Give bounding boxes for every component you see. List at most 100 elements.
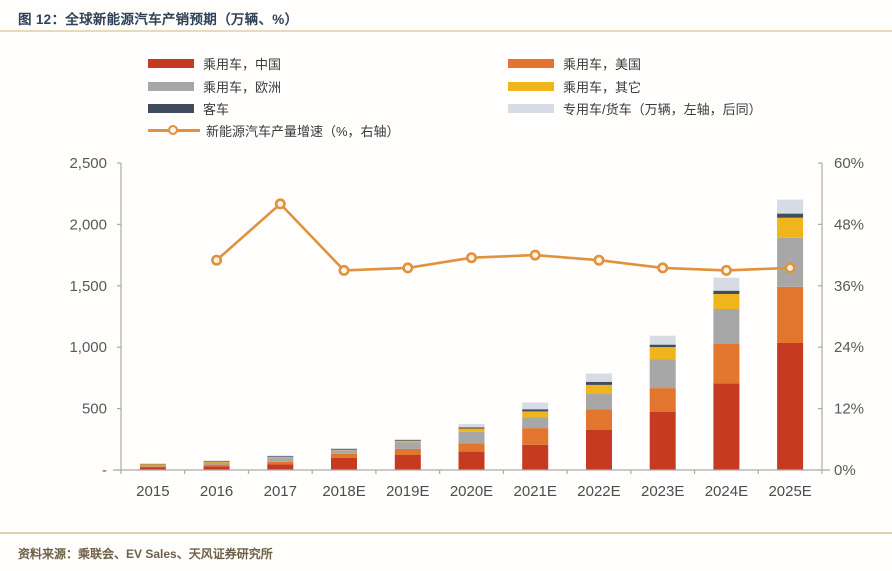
legend-line-marker-icon [148,124,200,136]
growth-line-marker-2025E [784,262,796,274]
bar-segment-other-2024E [713,294,740,309]
growth-line-marker-2021E [529,249,541,261]
legend-item-growth-line: 新能源汽车产量增速（%，右轴） [148,122,400,139]
bar-segment-china-2015 [139,467,166,470]
bar-segment-china-2022E [586,430,612,470]
bar-segment-truck-2017 [267,455,294,457]
legend-swatch-bus [148,103,194,113]
x-axis-label: 2023E [641,483,684,500]
legend-swatch-china [148,58,194,68]
growth-line-marker-2020E [465,252,477,264]
x-axis-label: 2025E [768,483,811,500]
bar-segment-truck-2022E [586,373,612,382]
bar-segment-us-2022E [586,409,612,430]
bar-segment-us-2023E [649,388,676,412]
chart-legend: 乘用车，中国 乘用车，美国 乘用车，欧洲 乘用车，其它 客车 专用车/货车（万辆… [0,50,892,150]
legend-label: 乘用车，美国 [563,56,642,72]
title-separator [0,30,892,32]
x-axis-label: 2022E [577,483,620,500]
legend-item-other: 乘用车，其它 [508,78,642,95]
bar-segment-europe-2017 [267,458,294,462]
bar-segment-china-2018E [331,457,357,470]
bar-segment-china-2024E [713,383,740,470]
legend-item-us: 乘用车，美国 [508,55,642,72]
bar-segment-china-2020E [458,451,485,470]
right-axis-label: 12% [834,401,864,418]
bar-segment-bus-2025E [777,213,804,218]
x-axis-label: 2019E [386,483,429,500]
bar-segment-truck-2019E [394,439,421,441]
bar-segment-us-2015 [139,466,166,468]
bar-segment-bus-2019E [394,440,421,441]
bar-segment-china-2016 [203,466,230,470]
bar-segment-truck-2018E [331,448,357,449]
bar-segment-china-2017 [267,464,294,470]
bar-segment-bus-2024E [713,290,740,294]
bar-segment-china-2019E [394,455,421,470]
bar-segment-bus-2018E [331,448,357,450]
legend-label: 专用车/货车（万辆，左轴，后同） [563,101,762,117]
x-axis-label: 2015 [136,483,169,500]
figure-title: 图 12：全球新能源汽车产销预期（万辆、%） [18,12,299,27]
left-axis-label: 500 [82,401,107,418]
legend-item-bus: 客车 [148,100,229,117]
bar-segment-europe-2020E [458,431,485,444]
legend-label: 乘用车，欧洲 [203,79,282,95]
bar-segment-truck-2025E [777,199,804,214]
bar-segment-truck-2020E [458,423,485,428]
growth-line-marker-2019E [402,262,414,274]
legend-swatch-europe [148,81,194,91]
growth-line-marker-2023E [657,262,669,274]
growth-line-marker-2022E [593,254,605,266]
bar-segment-us-2016 [203,464,230,467]
bar-segment-europe-2018E [331,450,357,454]
x-axis-label: 2018E [322,483,365,500]
bar-segment-europe-2022E [586,393,612,410]
x-axis-label: 2024E [705,483,748,500]
bar-segment-truck-2023E [649,335,676,345]
bar-segment-bus-2021E [522,409,549,412]
bar-segment-china-2021E [522,444,549,470]
left-axis-label: 1,500 [69,278,107,295]
right-axis-label: 60% [834,155,864,172]
left-axis-label: 2,500 [69,155,107,172]
bar-segment-china-2023E [649,412,676,470]
legend-swatch-truck [508,103,554,113]
right-axis-label: 36% [834,278,864,295]
bar-segment-truck-2015 [139,463,166,464]
x-axis-label: 2017 [264,483,297,500]
legend-swatch-other [508,81,554,91]
legend-item-truck: 专用车/货车（万辆，左轴，后同） [508,100,762,117]
x-axis-label: 2016 [200,483,233,500]
bar-segment-other-2022E [586,384,612,394]
bar-segment-europe-2023E [649,359,676,389]
legend-swatch-us [508,58,554,68]
source-note: 资料来源：乘联会、EV Sales、天风证券研究所 [18,547,273,561]
bar-segment-china-2025E [777,343,804,470]
left-axis-label: - [102,462,107,479]
bar-segment-us-2020E [458,443,485,452]
footer-separator [0,532,892,534]
growth-line-marker-2017 [274,198,286,210]
bar-segment-other-2021E [522,411,549,417]
bar-segment-other-2023E [649,347,676,360]
bar-segment-other-2019E [394,440,421,443]
legend-item-europe: 乘用车，欧洲 [148,78,282,95]
bar-segment-other-2015 [139,464,166,465]
bar-segment-europe-2021E [522,417,549,429]
x-axis-label: 2021E [514,483,557,500]
bar-segment-europe-2025E [777,237,804,287]
left-axis-label: 2,000 [69,216,107,233]
bar-segment-europe-2019E [394,442,421,449]
bar-segment-bus-2016 [203,460,230,462]
bar-segment-us-2019E [394,448,421,455]
bar-segment-bus-2022E [586,381,612,385]
legend-label: 新能源汽车产量增速（%，右轴） [206,123,400,139]
bar-segment-truck-2021E [522,402,549,410]
bar-segment-truck-2016 [203,460,230,462]
legend-label: 乘用车，其它 [563,79,642,95]
legend-item-china: 乘用车，中国 [148,55,281,72]
growth-line [215,202,791,272]
